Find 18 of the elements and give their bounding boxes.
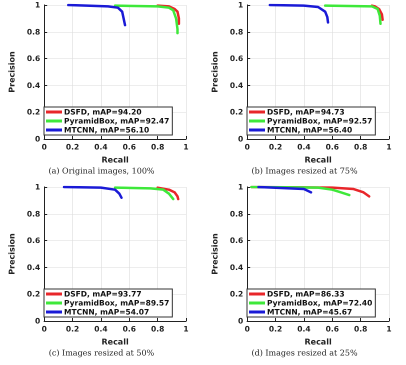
line-series (62, 186, 123, 199)
y-axis-title: Precision (8, 50, 16, 93)
line-series (67, 4, 126, 26)
y-axis-title: Precision (210, 232, 220, 275)
line-series (114, 186, 174, 200)
text: (d) Images resized at 25% (251, 348, 358, 358)
y-axis-title: Precision (8, 232, 16, 275)
x-axis-title: Recall (101, 155, 129, 164)
x-axis-title: Recall (101, 337, 129, 346)
text: (c) Images resized at 50% (48, 348, 155, 358)
y-axis-title: Precision (210, 50, 220, 93)
line-series (268, 4, 330, 24)
x-axis-title: Recall (304, 337, 332, 346)
line-series (324, 4, 382, 26)
x-axis-title: Recall (304, 155, 332, 164)
text: (b) Images resized at 75% (251, 166, 358, 176)
text: (a) Original images, 100% (48, 166, 155, 176)
line-series (114, 4, 179, 34)
